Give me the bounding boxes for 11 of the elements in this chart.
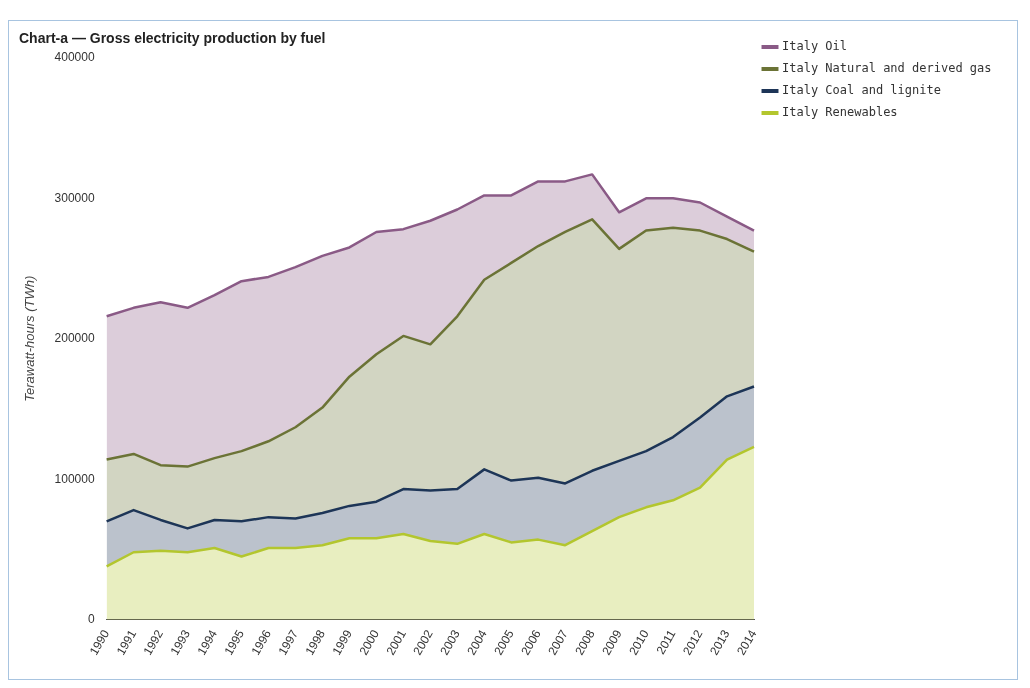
y-tick-label: 200000 <box>54 331 95 346</box>
y-tick-label: 0 <box>87 611 95 626</box>
legend-label: Italy Natural and derived gas <box>782 61 992 76</box>
chart-title: Chart-a — Gross electricity production by fuel <box>19 30 326 47</box>
y-axis-title: Terawatt-hours (TWh) <box>22 275 38 402</box>
y-tick-label: 300000 <box>54 190 95 205</box>
y-tick-label: 400000 <box>54 50 95 65</box>
legend-label: Italy Coal and lignite <box>782 83 941 98</box>
y-tick-label: 100000 <box>54 471 95 486</box>
legend-label: Italy Oil <box>782 39 848 54</box>
legend-label: Italy Renewables <box>782 105 898 120</box>
